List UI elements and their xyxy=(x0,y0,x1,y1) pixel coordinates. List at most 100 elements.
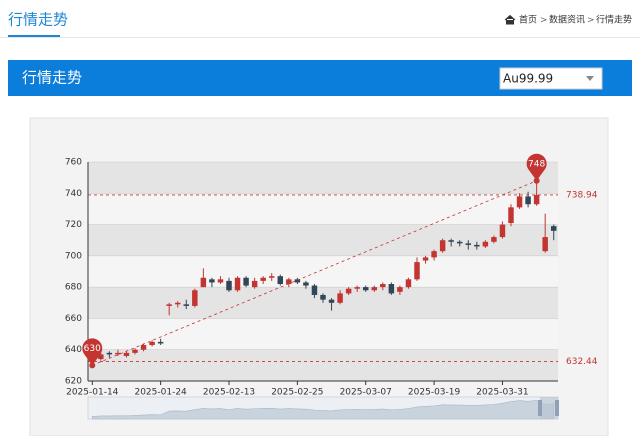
y-tick-label: 720 xyxy=(65,220,82,230)
candle-body xyxy=(456,241,463,244)
candle-body xyxy=(106,352,113,355)
candle-body xyxy=(422,257,429,261)
mark-line-label: 632.44 xyxy=(566,357,598,367)
candle-body xyxy=(328,299,335,303)
candle-body xyxy=(508,207,514,224)
y-tick-label: 700 xyxy=(65,251,82,261)
x-tick-label: 2025-03-19 xyxy=(408,388,461,398)
candle-body xyxy=(354,287,360,289)
mark-line-label: 738.94 xyxy=(566,190,598,200)
zoom-window xyxy=(540,397,558,419)
candle-body xyxy=(192,290,198,306)
breadcrumb-separator: > xyxy=(587,16,595,26)
split-area xyxy=(88,224,558,256)
candle-body xyxy=(431,251,437,258)
y-tick-label: 660 xyxy=(65,314,82,324)
divider xyxy=(0,37,640,38)
trend-line xyxy=(92,180,537,366)
candle-body xyxy=(388,284,395,294)
candle-body xyxy=(371,287,378,291)
candle-body xyxy=(439,240,446,252)
select[interactable] xyxy=(499,67,603,90)
mark-dot xyxy=(533,177,540,184)
candle-body xyxy=(226,280,232,291)
y-tick-label: 640 xyxy=(65,345,82,355)
y-tick-label: 620 xyxy=(65,377,82,387)
candle-body xyxy=(166,304,172,306)
x-tick-label: 2025-02-25 xyxy=(271,388,323,398)
page-title: 行情走势 xyxy=(8,11,68,29)
breadcrumb-separator: > xyxy=(540,16,548,26)
candle-body xyxy=(234,277,241,291)
candle-body xyxy=(448,240,454,242)
y-tick-label: 740 xyxy=(65,189,82,199)
x-tick-label: 2025-03-31 xyxy=(476,388,528,398)
candle-body xyxy=(550,226,557,231)
candle-body xyxy=(209,279,215,283)
candle-body xyxy=(174,302,181,305)
split-area xyxy=(88,193,558,225)
candle-body xyxy=(516,196,523,208)
breadcrumb-link[interactable]: 数据资讯 xyxy=(549,14,585,26)
mark-pin xyxy=(82,338,103,366)
candle-body xyxy=(491,237,497,242)
mark-pin-label: 630 xyxy=(84,344,101,354)
candle-body xyxy=(380,284,386,288)
candle-body xyxy=(157,341,164,344)
candle-body xyxy=(397,287,403,292)
select-arrow xyxy=(586,76,594,81)
x-tick-label: 2025-03-07 xyxy=(340,388,392,398)
x-tick-label: 2025-01-24 xyxy=(134,388,187,398)
home-icon xyxy=(504,14,516,25)
candle-body xyxy=(499,224,506,238)
candle-body xyxy=(217,279,224,283)
zoom-handle[interactable] xyxy=(555,400,559,416)
candle-body xyxy=(337,293,343,303)
candle-body xyxy=(465,243,472,245)
candle-body xyxy=(482,241,489,247)
candle-body xyxy=(149,341,155,346)
candle-body xyxy=(115,352,121,355)
candle-body xyxy=(345,288,352,294)
candle-body xyxy=(123,352,130,356)
candle-body xyxy=(251,280,258,288)
candle-body xyxy=(268,276,275,278)
candle-body xyxy=(362,287,369,291)
candle-body xyxy=(98,354,104,360)
panel-title: 行情走势 xyxy=(22,69,82,87)
candle-body xyxy=(311,285,318,295)
candle-body xyxy=(183,304,190,306)
candle-body xyxy=(525,196,531,205)
candle-body xyxy=(474,244,480,247)
breadcrumb-link[interactable]: 首页 xyxy=(519,14,537,26)
candle-body xyxy=(277,276,284,285)
mark-pin-label: 748 xyxy=(528,159,545,169)
x-tick-label: 2025-02-13 xyxy=(203,388,255,398)
split-area xyxy=(88,349,558,381)
candle-body xyxy=(294,279,301,283)
split-area xyxy=(88,162,558,194)
y-tick-label: 760 xyxy=(65,158,82,168)
breadcrumb-current: 行情走势 xyxy=(596,14,632,26)
split-area xyxy=(88,255,558,288)
candle-body xyxy=(542,237,548,252)
x-tick-label: 2025-01-14 xyxy=(66,388,119,398)
candle-body xyxy=(132,349,138,353)
candle-body xyxy=(243,277,249,286)
candle-body xyxy=(533,194,540,205)
candle-body xyxy=(286,279,292,285)
candle-body xyxy=(320,294,326,300)
candle-body xyxy=(303,282,309,286)
mark-dot xyxy=(89,362,96,369)
select-value: Au99.99 xyxy=(503,72,553,86)
candle-body xyxy=(405,279,412,288)
candle-body xyxy=(260,277,266,281)
candle-body xyxy=(200,277,207,288)
candle-body xyxy=(140,345,147,350)
candle-body xyxy=(414,262,420,280)
split-area xyxy=(88,318,558,350)
zoom-handle[interactable] xyxy=(538,400,542,416)
title-underline xyxy=(8,35,60,37)
y-tick-label: 680 xyxy=(65,283,82,293)
